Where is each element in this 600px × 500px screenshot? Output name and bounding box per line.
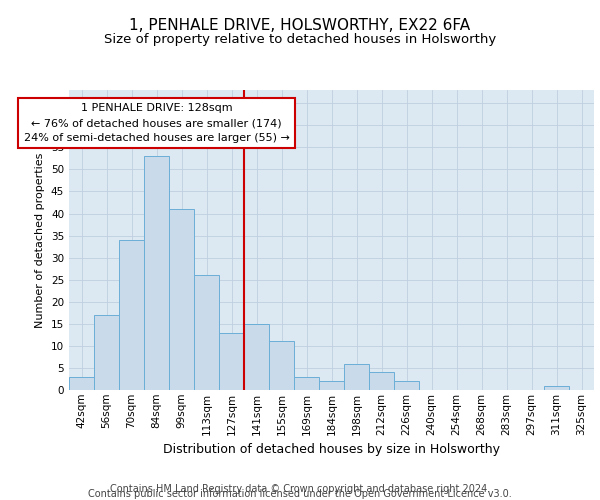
Bar	[269, 342, 294, 390]
Bar	[119, 240, 144, 390]
Bar	[369, 372, 394, 390]
Y-axis label: Number of detached properties: Number of detached properties	[35, 152, 46, 328]
Text: Contains HM Land Registry data © Crown copyright and database right 2024.: Contains HM Land Registry data © Crown c…	[110, 484, 490, 494]
Bar	[144, 156, 169, 390]
Bar	[344, 364, 369, 390]
Bar	[69, 377, 94, 390]
Bar	[394, 381, 419, 390]
Bar	[94, 315, 119, 390]
Bar	[219, 332, 244, 390]
Bar	[244, 324, 269, 390]
Bar	[319, 381, 344, 390]
Text: Contains public sector information licensed under the Open Government Licence v3: Contains public sector information licen…	[88, 489, 512, 499]
Text: 1 PENHALE DRIVE: 128sqm
← 76% of detached houses are smaller (174)
24% of semi-d: 1 PENHALE DRIVE: 128sqm ← 76% of detache…	[23, 104, 289, 143]
Bar	[194, 276, 219, 390]
Text: 1, PENHALE DRIVE, HOLSWORTHY, EX22 6FA: 1, PENHALE DRIVE, HOLSWORTHY, EX22 6FA	[130, 18, 470, 32]
Bar	[169, 209, 194, 390]
Text: Size of property relative to detached houses in Holsworthy: Size of property relative to detached ho…	[104, 32, 496, 46]
X-axis label: Distribution of detached houses by size in Holsworthy: Distribution of detached houses by size …	[163, 443, 500, 456]
Bar	[544, 386, 569, 390]
Bar	[294, 377, 319, 390]
